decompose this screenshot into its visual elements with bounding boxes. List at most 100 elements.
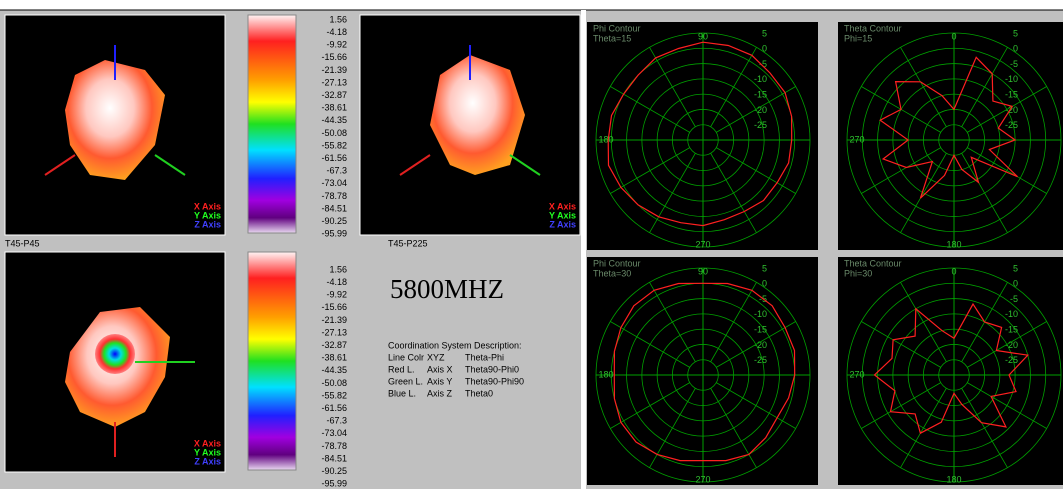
angle-label: 90 bbox=[698, 266, 708, 276]
spoke bbox=[610, 147, 690, 194]
scale-label: -95.99 bbox=[321, 479, 347, 489]
scale-label: -21.39 bbox=[321, 65, 347, 75]
r-tick-label: -15 bbox=[754, 90, 767, 100]
scale-label: -61.56 bbox=[321, 153, 347, 163]
axis-line bbox=[44, 154, 76, 176]
r-tick-label: -5 bbox=[1010, 294, 1018, 304]
axis-legend: X Axis bbox=[549, 201, 576, 211]
scale-label: -84.51 bbox=[321, 203, 347, 213]
r-tick-label: -20 bbox=[1005, 105, 1018, 115]
null-ring bbox=[95, 334, 135, 374]
r-tick-label: 5 bbox=[762, 263, 767, 273]
angle-label: 180 bbox=[946, 474, 961, 484]
coord-cell: Red L. bbox=[388, 364, 415, 374]
scale-label: -78.78 bbox=[321, 441, 347, 451]
polar-title: Phi Contour bbox=[593, 258, 641, 268]
scale-label: -44.35 bbox=[321, 115, 347, 125]
r-tick-label: 0 bbox=[762, 279, 767, 289]
pattern-curve bbox=[607, 41, 793, 227]
view-label: T45-P45 bbox=[5, 238, 40, 248]
scale-label: -27.13 bbox=[321, 327, 347, 337]
r-tick-label: -25 bbox=[1005, 120, 1018, 130]
r-tick-label: -20 bbox=[1005, 340, 1018, 350]
axis-legend: Y Axis bbox=[549, 210, 576, 220]
spoke bbox=[610, 382, 690, 429]
spoke bbox=[967, 382, 1047, 429]
polar-title: Theta Contour bbox=[844, 258, 902, 268]
spoke bbox=[967, 321, 1047, 368]
r-tick-label: -15 bbox=[754, 325, 767, 335]
axis-legend: Z Axis bbox=[549, 219, 576, 229]
scale-label: -15.66 bbox=[321, 52, 347, 62]
scale-label: -21.39 bbox=[321, 315, 347, 325]
scale-label: -84.51 bbox=[321, 453, 347, 463]
scale-label: -73.04 bbox=[321, 178, 347, 188]
polar-subtitle: Phi=15 bbox=[844, 33, 872, 43]
coord-cell: Axis Z bbox=[427, 388, 453, 398]
coord-cell: Blue L. bbox=[388, 388, 416, 398]
spoke bbox=[961, 153, 1008, 233]
r-tick-label: -15 bbox=[1005, 90, 1018, 100]
r-tick-label: 5 bbox=[1013, 263, 1018, 273]
scale-label: -27.13 bbox=[321, 77, 347, 87]
angle-label: 180 bbox=[598, 369, 613, 379]
pattern-surface bbox=[430, 55, 525, 175]
polar-subtitle: Theta=30 bbox=[593, 268, 631, 278]
pattern-curve bbox=[613, 282, 796, 462]
pattern-curve bbox=[873, 302, 1030, 435]
spoke bbox=[716, 321, 796, 368]
axis-legend: Y Axis bbox=[194, 447, 221, 457]
divider bbox=[581, 10, 586, 489]
coord-cell: Line Colr bbox=[388, 352, 424, 362]
pattern-surface bbox=[65, 60, 165, 180]
scale-label: -50.08 bbox=[321, 128, 347, 138]
scale-label: -44.35 bbox=[321, 365, 347, 375]
scale-label: -15.66 bbox=[321, 302, 347, 312]
r-tick-label: -15 bbox=[1005, 325, 1018, 335]
coord-cell: Axis Y bbox=[427, 376, 452, 386]
scale-label: -4.18 bbox=[326, 277, 347, 287]
axis-line bbox=[154, 154, 186, 176]
scale-label: -38.61 bbox=[321, 103, 347, 113]
angle-label: 90 bbox=[698, 31, 708, 41]
scale-label: -50.08 bbox=[321, 378, 347, 388]
spoke bbox=[716, 86, 796, 133]
spoke bbox=[861, 321, 941, 368]
coord-title: Coordination System Description: bbox=[388, 340, 522, 350]
axis-legend: X Axis bbox=[194, 438, 221, 448]
pattern-curve bbox=[879, 56, 1018, 199]
axis-line bbox=[509, 154, 541, 176]
coord-cell: Theta0 bbox=[465, 388, 493, 398]
r-tick-label: -5 bbox=[759, 59, 767, 69]
view-label: T45-P225 bbox=[388, 238, 428, 248]
spoke bbox=[710, 282, 757, 362]
angle-label: 0 bbox=[951, 266, 956, 276]
axis-line bbox=[399, 154, 431, 176]
frequency: 5800MHZ bbox=[390, 274, 504, 304]
color-bar bbox=[247, 251, 297, 471]
angle-label: 270 bbox=[695, 239, 710, 249]
coord-cell: XYZ bbox=[427, 352, 445, 362]
angle-label: 180 bbox=[598, 134, 613, 144]
scale-label: -73.04 bbox=[321, 428, 347, 438]
scale-label: -61.56 bbox=[321, 403, 347, 413]
axis-legend: Z Axis bbox=[194, 456, 221, 466]
axis-legend: Z Axis bbox=[194, 219, 221, 229]
spoke bbox=[900, 153, 947, 233]
scale-label: -55.82 bbox=[321, 390, 347, 400]
scale-label: -67.3 bbox=[326, 416, 347, 426]
spoke bbox=[716, 147, 796, 194]
spoke bbox=[861, 382, 941, 429]
coord-cell: Theta-Phi bbox=[465, 352, 504, 362]
coord-cell: Theta90-Phi90 bbox=[465, 376, 524, 386]
angle-label: 270 bbox=[849, 369, 864, 379]
scale-label: -55.82 bbox=[321, 140, 347, 150]
r-tick-label: 5 bbox=[1013, 28, 1018, 38]
r-tick-label: -10 bbox=[754, 309, 767, 319]
angle-label: 180 bbox=[946, 239, 961, 249]
spoke bbox=[961, 388, 1008, 468]
axis-legend: Y Axis bbox=[194, 210, 221, 220]
